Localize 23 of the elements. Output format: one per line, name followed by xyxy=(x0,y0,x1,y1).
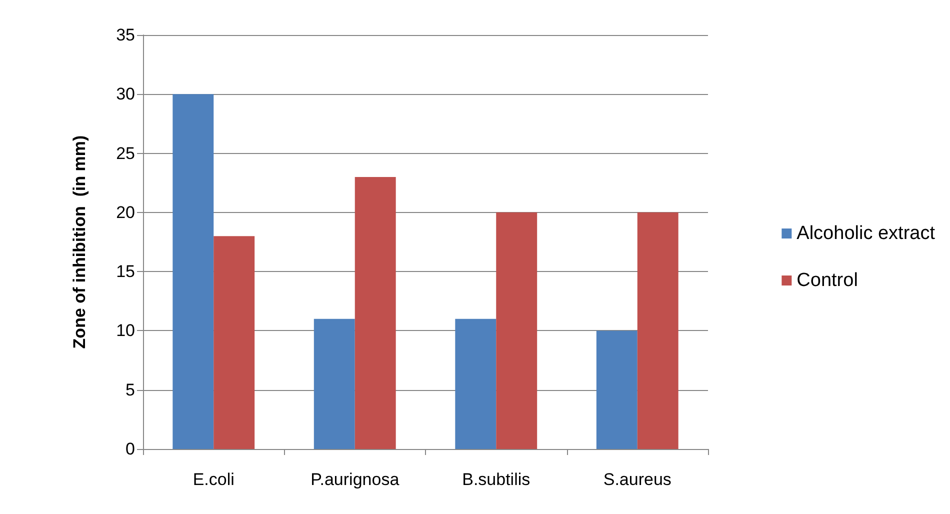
y-tick-label: 0 xyxy=(126,440,135,458)
y-tick-label: 30 xyxy=(116,84,135,104)
bar xyxy=(455,318,496,449)
y-tick-label: 15 xyxy=(116,262,135,282)
bar xyxy=(314,318,355,449)
bar xyxy=(354,176,396,449)
y-tick-label: 35 xyxy=(116,26,135,44)
y-tick-label: 5 xyxy=(126,380,135,400)
legend-label: Control xyxy=(796,270,858,291)
y-tick-label: 10 xyxy=(116,321,135,340)
x-tick-label: B.subtilis xyxy=(462,470,530,489)
x-tick-label: P.aurignosa xyxy=(310,470,400,489)
x-tick-label: S.aureus xyxy=(603,470,672,489)
y-tick-label: 25 xyxy=(116,144,135,163)
bar xyxy=(496,212,538,449)
y-tick-label: 20 xyxy=(116,202,135,222)
y-axis-title: Zone of inhibition (in mm) xyxy=(70,135,89,349)
bar xyxy=(637,212,678,449)
bar xyxy=(172,94,214,449)
bar xyxy=(214,236,255,449)
bar xyxy=(596,330,638,449)
legend-label: Alcoholic extract xyxy=(796,223,936,244)
x-tick-label: E.coli xyxy=(192,470,234,489)
